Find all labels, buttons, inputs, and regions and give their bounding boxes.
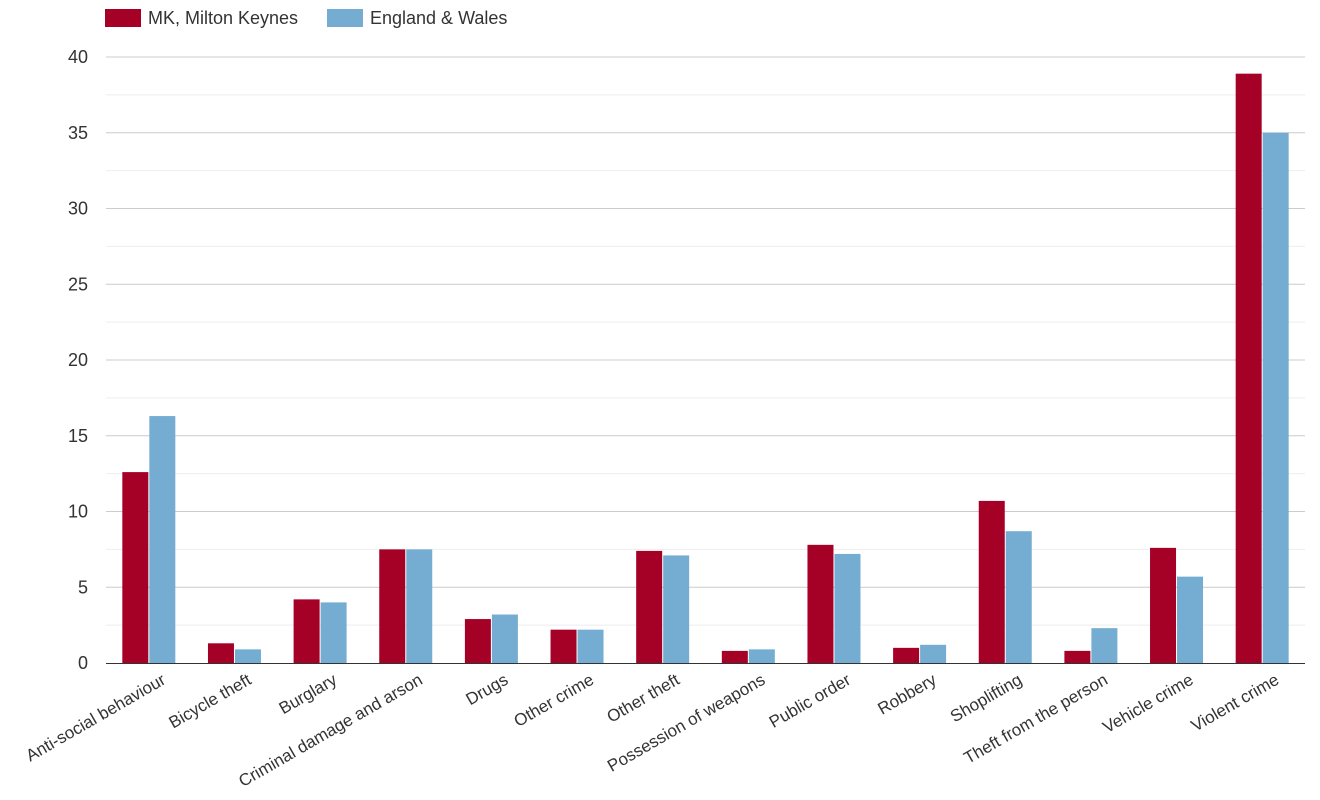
- y-tick-label: 10: [68, 502, 88, 522]
- y-tick-label: 20: [68, 350, 88, 370]
- bar-mk-milton-keynes: [550, 629, 577, 663]
- bar-mk-milton-keynes: [122, 472, 149, 663]
- bar-mk-milton-keynes: [978, 500, 1005, 663]
- legend-swatch-mk: [105, 9, 141, 27]
- y-axis: 0 5 10 15 20 25 30 35 40: [68, 47, 88, 673]
- bar-england-wales: [1091, 628, 1118, 663]
- bar-england-wales: [406, 549, 433, 663]
- bar-mk-milton-keynes: [293, 599, 320, 663]
- y-tick-label: 15: [68, 426, 88, 446]
- bar-mk-milton-keynes: [207, 643, 234, 663]
- y-tick-label: 25: [68, 274, 88, 294]
- x-tick-label: Other crime: [511, 670, 597, 731]
- x-tick-label: Theft from the person: [961, 670, 1111, 768]
- bar-england-wales: [748, 649, 775, 663]
- y-tick-label: 35: [68, 123, 88, 143]
- bar-mk-milton-keynes: [1235, 73, 1262, 664]
- bar-mk-milton-keynes: [1150, 547, 1177, 663]
- bar-england-wales: [1262, 132, 1289, 663]
- grid-lines: [106, 56, 1305, 626]
- x-tick-label: Violent crime: [1188, 670, 1282, 735]
- bar-england-wales: [920, 644, 947, 663]
- y-tick-label: 30: [68, 199, 88, 219]
- bar-england-wales: [834, 553, 861, 663]
- x-tick-label: Robbery: [874, 670, 940, 719]
- bar-england-wales: [577, 629, 604, 663]
- x-tick-label: Bicycle theft: [166, 670, 255, 732]
- legend: MK, Milton Keynes England & Wales: [105, 8, 507, 28]
- x-tick-label: Vehicle crime: [1099, 670, 1196, 737]
- x-tick-label: Anti-social behaviour: [23, 670, 169, 766]
- bar-england-wales: [663, 555, 690, 663]
- x-tick-label: Possession of weapons: [604, 670, 768, 776]
- bar-england-wales: [491, 614, 518, 663]
- bar-england-wales: [1005, 531, 1032, 663]
- x-tick-label: Shoplifting: [947, 670, 1025, 726]
- bar-mk-milton-keynes: [807, 544, 834, 663]
- legend-swatch-england-wales: [327, 9, 363, 27]
- x-tick-label: Other theft: [604, 670, 683, 727]
- bar-mk-milton-keynes: [1064, 650, 1091, 663]
- legend-label-mk: MK, Milton Keynes: [148, 8, 298, 28]
- legend-label-england-wales: England & Wales: [370, 8, 507, 28]
- y-tick-label: 0: [78, 653, 88, 673]
- bar-england-wales: [149, 416, 176, 663]
- bar-england-wales: [320, 602, 347, 663]
- x-tick-label: Public order: [766, 670, 854, 732]
- y-tick-label: 40: [68, 47, 88, 67]
- bar-mk-milton-keynes: [636, 550, 663, 663]
- bar-mk-milton-keynes: [464, 619, 491, 663]
- x-tick-label: Burglary: [276, 670, 341, 718]
- bar-mk-milton-keynes: [721, 650, 748, 663]
- x-tick-label: Drugs: [463, 670, 512, 709]
- y-tick-label: 5: [78, 577, 88, 597]
- bar-mk-milton-keynes: [379, 549, 406, 663]
- bar-england-wales: [234, 649, 261, 663]
- bar-mk-milton-keynes: [893, 647, 920, 663]
- bar-england-wales: [1177, 576, 1204, 663]
- bars: [122, 73, 1289, 664]
